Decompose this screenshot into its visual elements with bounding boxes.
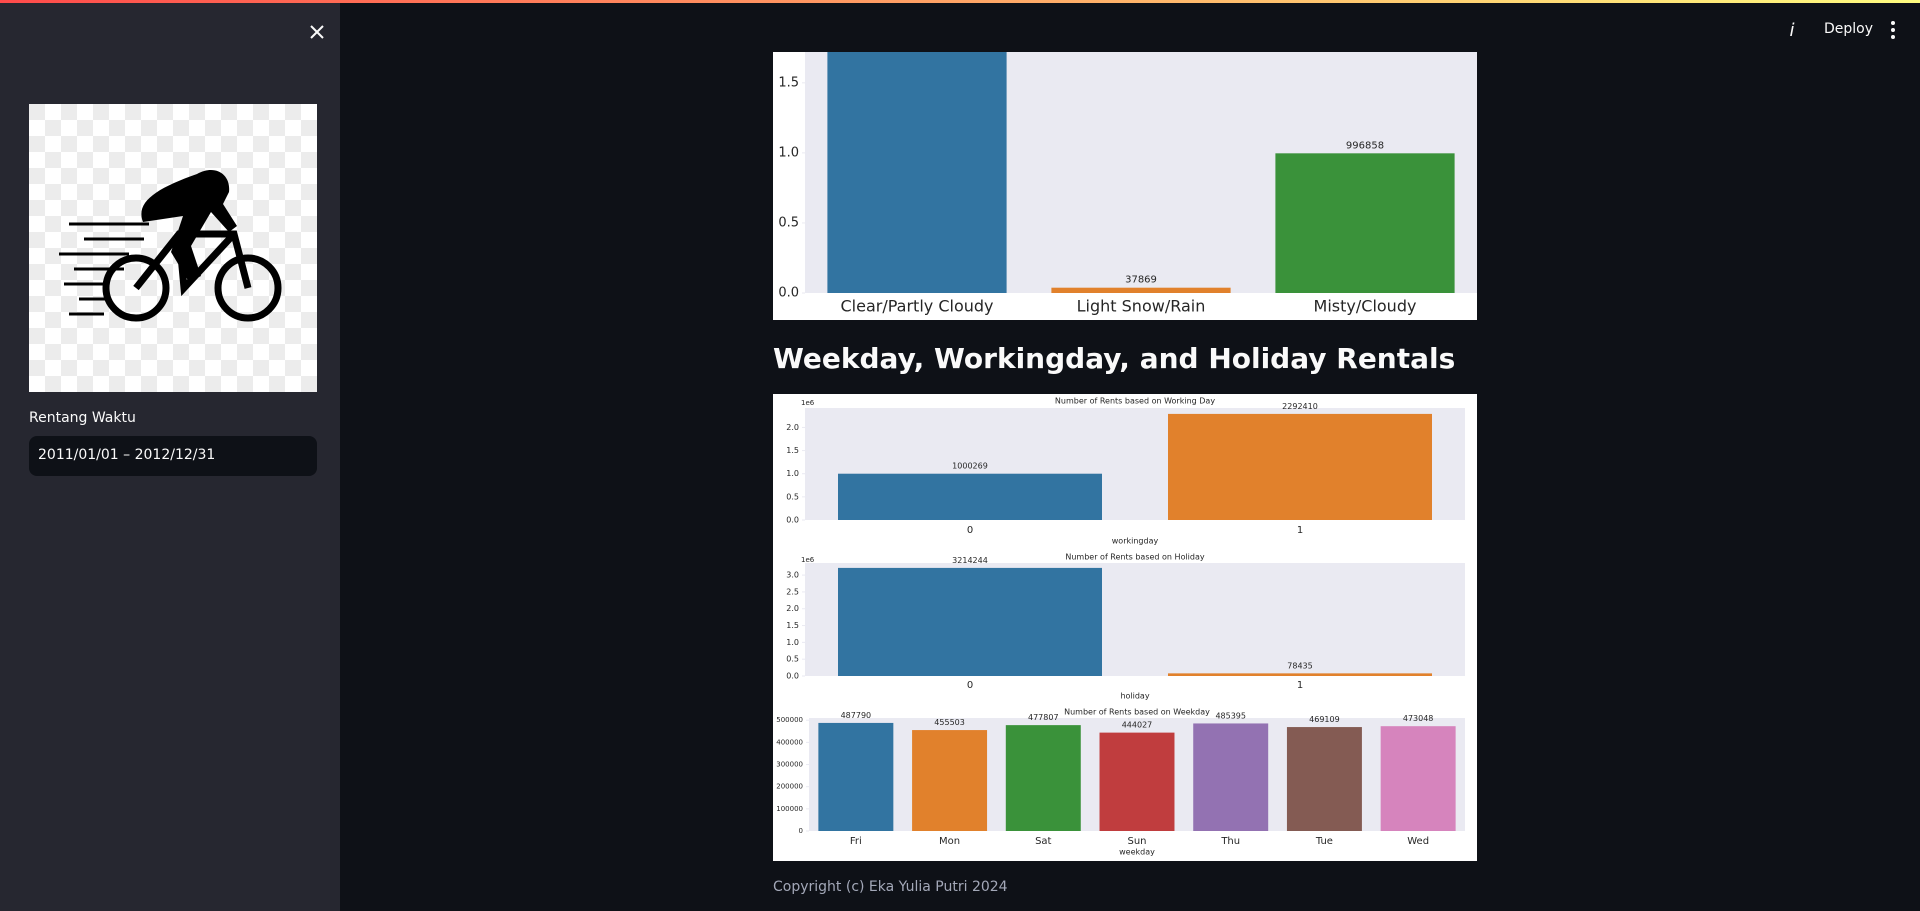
x-tick-label: 1 <box>1297 525 1303 536</box>
y-tick-label: 1.5 <box>786 621 799 630</box>
bar <box>912 730 988 831</box>
chart-title: Number of Rents based on Holiday <box>1065 553 1205 562</box>
date-range-value: 2011/01/01 – 2012/12/31 <box>38 447 216 463</box>
value-label: 37869 <box>1125 275 1157 286</box>
y-tick-label: 0.5 <box>786 655 799 664</box>
close-button[interactable] <box>305 20 329 44</box>
y-tick-label: 500000 <box>776 716 803 724</box>
menu-button[interactable] <box>1886 18 1900 42</box>
deploy-button[interactable]: Deploy <box>1824 21 1874 37</box>
y-tick-label: 200000 <box>776 783 803 791</box>
chart-title: Number of Rents based on Weekday <box>1064 708 1210 717</box>
value-label: 78435 <box>1287 661 1312 670</box>
bar <box>1168 673 1432 676</box>
info-icon[interactable]: i <box>1780 18 1804 42</box>
value-label: 996858 <box>1346 140 1384 151</box>
value-label: 2292410 <box>1282 402 1318 411</box>
y-tick-label: 2.0 <box>786 423 799 432</box>
bar <box>818 722 894 831</box>
x-tick-label: 0 <box>967 680 973 691</box>
x-tick-label: 1 <box>1297 680 1303 691</box>
y-tick-label: 0.5 <box>786 492 799 501</box>
axis-offset: 1e6 <box>801 556 815 564</box>
y-tick-label: 2.0 <box>786 604 799 613</box>
value-label: 455503 <box>934 718 965 727</box>
x-tick-label: Wed <box>1407 836 1429 847</box>
axis-offset: 1e6 <box>801 399 815 407</box>
bar <box>1099 732 1175 831</box>
value-label: 473048 <box>1403 714 1434 723</box>
bar <box>1168 413 1432 520</box>
weather-chart: 0.0 0.5 1.0 1.5 Clear/Partly Cloudy Light Sno… <box>773 52 1477 320</box>
x-axis-label: weekday <box>1119 848 1155 857</box>
bar <box>1005 725 1081 831</box>
y-tick-label: 0.0 <box>786 516 799 525</box>
x-tick-label: Thu <box>1220 836 1240 847</box>
svg-text:i: i <box>1789 20 1794 41</box>
x-tick-label: Sat <box>1035 836 1051 847</box>
bicycle-logo <box>29 104 317 392</box>
date-range-input[interactable]: 2011/01/01 – 2012/12/31 <box>29 436 317 476</box>
y-tick-label: 1.0 <box>786 469 799 478</box>
y-tick-label: 1.5 <box>778 75 799 90</box>
x-tick-label: Tue <box>1315 836 1333 847</box>
x-tick-label: Sun <box>1127 836 1146 847</box>
bar <box>1051 287 1231 293</box>
y-tick-label: 2.5 <box>786 587 799 596</box>
sidebar: Rentang Waktu 2011/01/01 – 2012/12/31 <box>0 0 340 911</box>
bar <box>1286 727 1362 831</box>
chart-title: Number of Rents based on Working Day <box>1055 397 1215 406</box>
value-label: 444027 <box>1122 721 1153 730</box>
value-label: 469109 <box>1309 715 1340 724</box>
bar <box>827 52 1007 293</box>
y-tick-label: 0.5 <box>778 215 799 230</box>
y-tick-label: 1.5 <box>786 446 799 455</box>
value-label: 477807 <box>1028 713 1059 722</box>
y-tick-label: 300000 <box>776 761 803 769</box>
section-heading: Weekday, Workingday, and Holiday Rentals <box>773 342 1456 375</box>
date-range-label: Rentang Waktu <box>29 410 136 426</box>
x-tick-label: Light Snow/Rain <box>1077 297 1206 316</box>
value-label: 1000269 <box>952 462 988 471</box>
bar <box>1380 726 1456 831</box>
x-tick-label: Mon <box>939 836 960 847</box>
y-tick-label: 400000 <box>776 738 803 746</box>
bar <box>838 567 1102 676</box>
y-tick-label: 100000 <box>776 805 803 813</box>
x-tick-label: 0 <box>967 525 973 536</box>
y-tick-label: 1.0 <box>786 638 799 647</box>
y-tick-label: 0.0 <box>778 286 799 301</box>
x-axis-label: workingday <box>1112 537 1159 546</box>
value-label: 487790 <box>841 711 872 720</box>
x-tick-label: Fri <box>850 836 862 847</box>
value-label: 485395 <box>1215 711 1246 720</box>
y-tick-label: 3.0 <box>786 571 799 580</box>
bar <box>1193 723 1269 831</box>
y-tick-label: 1.0 <box>778 145 799 160</box>
value-label: 3214244 <box>952 556 988 565</box>
top-decoration <box>0 0 1920 3</box>
bar <box>1275 153 1455 293</box>
x-tick-label: Misty/Cloudy <box>1314 297 1417 316</box>
x-tick-label: Clear/Partly Cloudy <box>841 297 994 316</box>
rentals-charts: Number of Rents based on Working Day 1e6 w… <box>773 394 1477 861</box>
footer: Copyright (c) Eka Yulia Putri 2024 <box>773 879 1008 895</box>
bar <box>838 473 1102 520</box>
y-tick-label: 0.0 <box>786 672 799 681</box>
y-tick-label: 0 <box>799 827 803 835</box>
x-axis-label: holiday <box>1120 692 1149 701</box>
